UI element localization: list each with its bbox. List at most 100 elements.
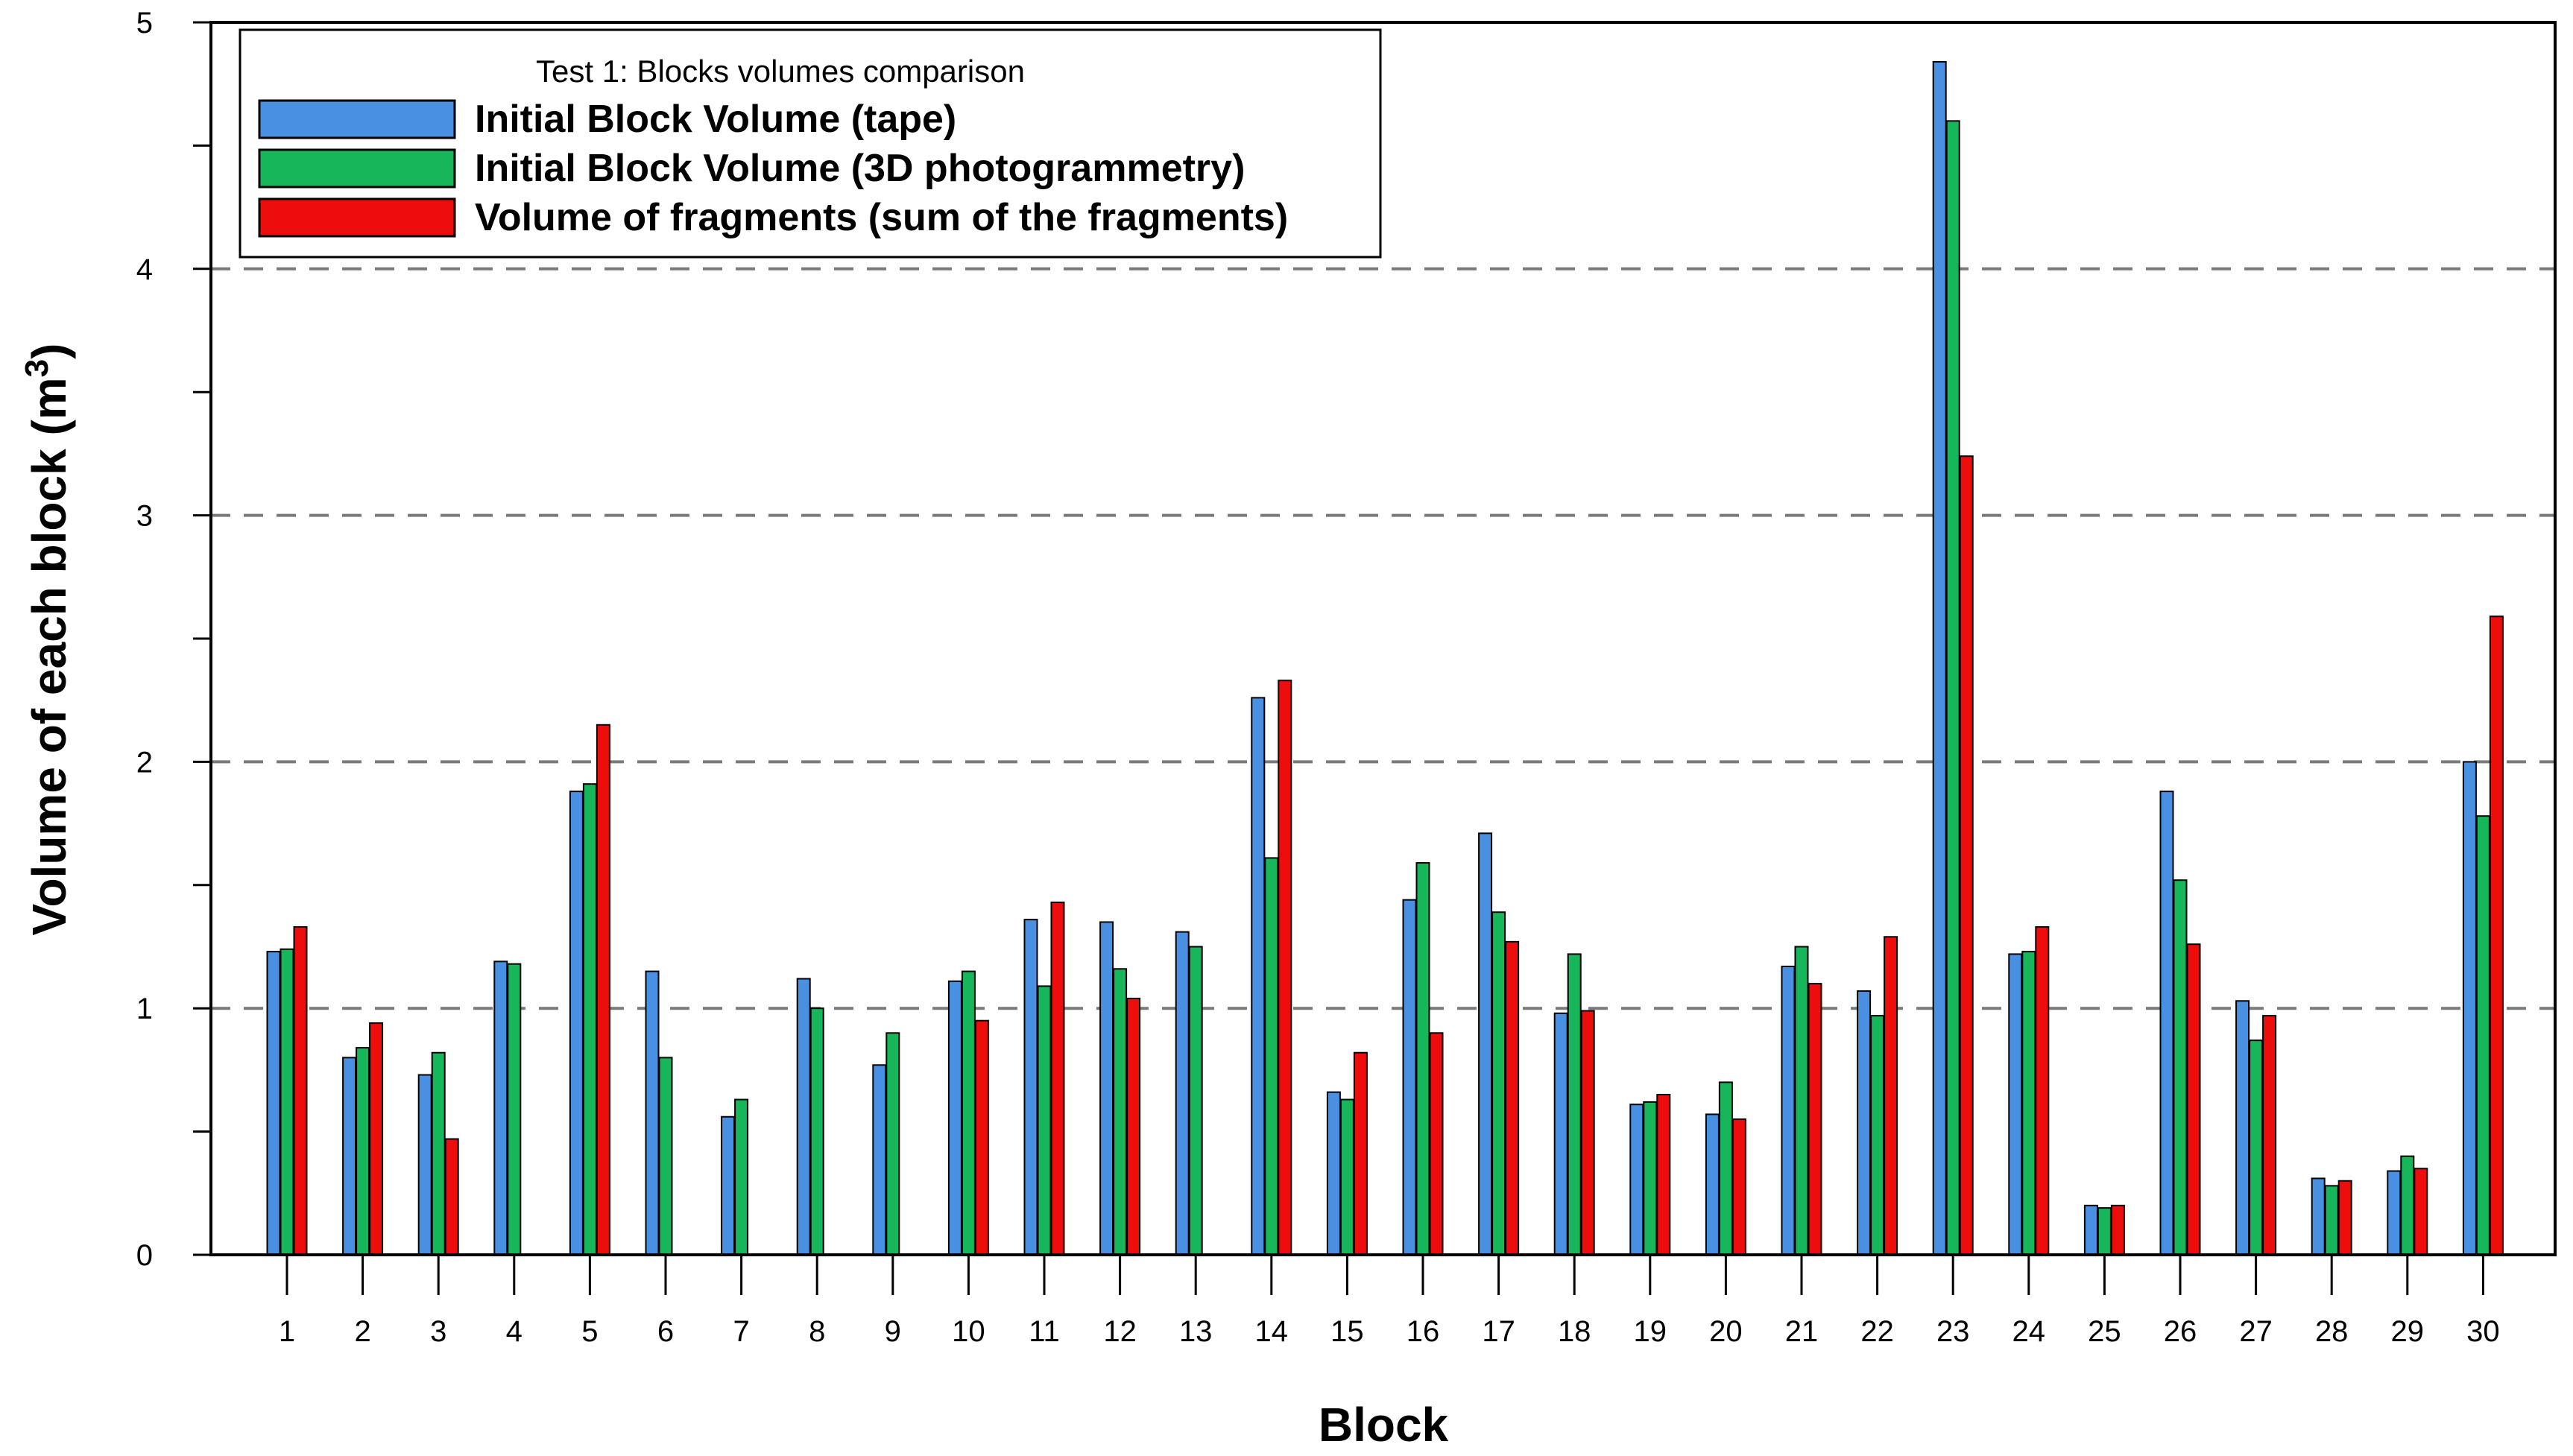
- bar-series3-block-20: [1731, 1118, 1746, 1256]
- x-tick-label: 25: [2088, 1315, 2121, 1348]
- bar-series2-block-14: [1264, 857, 1279, 1256]
- x-tick-label: 12: [1103, 1315, 1137, 1348]
- bar-series2-block-20: [1718, 1081, 1733, 1256]
- bar-series2-block-9: [885, 1032, 900, 1256]
- bar-series1-block-27: [2235, 1000, 2250, 1256]
- bar-series3-block-29: [2413, 1168, 2428, 1256]
- bar-series1-block-30: [2462, 761, 2477, 1256]
- x-tick-label: 1: [279, 1315, 295, 1348]
- x-tick-label: 4: [506, 1315, 523, 1348]
- x-tick-label: 13: [1179, 1315, 1213, 1348]
- bar-series1-block-19: [1629, 1104, 1644, 1256]
- legend-label-1: Initial Block Volume (tape): [475, 98, 956, 141]
- x-tick-label: 20: [1709, 1315, 1743, 1348]
- legend-swatch-3: [258, 197, 456, 238]
- legend-items: Initial Block Volume (tape) Initial Block…: [258, 98, 1288, 239]
- x-tick-label: 7: [733, 1315, 749, 1348]
- legend-swatch-1: [258, 99, 456, 139]
- bar-series2-block-7: [734, 1098, 749, 1256]
- bar-series2-block-24: [2021, 951, 2036, 1256]
- bar-series2-block-26: [2173, 879, 2188, 1256]
- bar-series3-block-24: [2035, 926, 2050, 1256]
- legend-title: Test 1: Blocks volumes comparison: [536, 54, 1025, 89]
- bar-series3-block-3: [444, 1138, 459, 1256]
- bar-series2-block-17: [1491, 911, 1506, 1256]
- bar-series1-block-20: [1705, 1113, 1720, 1256]
- x-tick-label: 29: [2391, 1315, 2425, 1348]
- bar-series3-block-5: [596, 724, 610, 1256]
- legend-swatch-2: [258, 148, 456, 189]
- bar-series2-block-19: [1643, 1101, 1658, 1256]
- bar-series1-block-3: [417, 1074, 432, 1256]
- x-tick-label: 9: [885, 1315, 901, 1348]
- bar-series2-block-1: [280, 948, 294, 1256]
- bar-series1-block-28: [2311, 1177, 2326, 1256]
- bar-series1-block-14: [1251, 697, 1266, 1256]
- bar-series2-block-6: [658, 1057, 673, 1256]
- bar-series2-block-5: [582, 783, 597, 1256]
- x-tick-label: 22: [1860, 1315, 1894, 1348]
- bar-series2-block-3: [431, 1051, 446, 1256]
- bar-series2-block-15: [1339, 1098, 1354, 1256]
- x-tick-label: 14: [1255, 1315, 1289, 1348]
- y-tick-label: 2: [136, 746, 153, 779]
- bar-series1-block-15: [1326, 1091, 1341, 1256]
- y-tick-label: 1: [136, 993, 153, 1025]
- gridlines: [211, 267, 2555, 1010]
- bar-series3-block-18: [1580, 1010, 1595, 1256]
- bar-series3-block-26: [2186, 943, 2201, 1256]
- bar-series2-block-11: [1037, 985, 1052, 1256]
- x-tick-label: 5: [581, 1315, 598, 1348]
- x-tick-label: 15: [1330, 1315, 1364, 1348]
- legend: Test 1: Blocks volumes comparison Initia…: [239, 28, 1382, 259]
- legend-label-2: Initial Block Volume (3D photogrammetry): [475, 147, 1245, 190]
- bar-series3-block-27: [2262, 1015, 2277, 1256]
- bar-series1-block-23: [1932, 60, 1947, 1256]
- bar-series2-block-13: [1188, 946, 1203, 1256]
- x-tick-label: 6: [657, 1315, 674, 1348]
- bar-series1-block-16: [1402, 899, 1417, 1256]
- bar-series1-block-13: [1175, 931, 1190, 1256]
- legend-box: [239, 28, 1382, 259]
- bar-series1-block-18: [1553, 1012, 1568, 1256]
- bar-series3-block-2: [369, 1022, 384, 1256]
- bar-series1-block-17: [1478, 832, 1493, 1256]
- bar-series2-block-21: [1794, 946, 1809, 1256]
- bar-series3-block-25: [2110, 1204, 2125, 1256]
- y-tick-label: 4: [136, 253, 153, 286]
- x-tick-label: 26: [2164, 1315, 2197, 1348]
- x-tick-label: 2: [354, 1315, 370, 1348]
- bar-series2-block-28: [2324, 1185, 2339, 1256]
- bar-series1-block-2: [342, 1057, 357, 1256]
- bar-series3-block-16: [1429, 1032, 1444, 1256]
- bar-series1-block-1: [266, 951, 281, 1256]
- bar-series2-block-4: [507, 963, 522, 1256]
- bar-series3-block-21: [1808, 983, 1822, 1256]
- x-tick-label: 8: [809, 1315, 825, 1348]
- bar-series1-block-21: [1781, 965, 1796, 1256]
- bar-series1-block-9: [872, 1064, 887, 1256]
- bar-series2-block-8: [809, 1007, 824, 1256]
- x-tick-label: 10: [952, 1315, 985, 1348]
- bar-series1-block-26: [2159, 791, 2174, 1256]
- bar-series3-block-10: [974, 1019, 989, 1256]
- bar-series1-block-8: [796, 978, 811, 1256]
- bar-series2-block-27: [2249, 1039, 2264, 1256]
- bar-series1-block-5: [569, 791, 584, 1256]
- bar-series1-block-29: [2387, 1170, 2402, 1256]
- bar-series3-block-23: [1959, 455, 1974, 1256]
- bar-series3-block-11: [1050, 901, 1065, 1256]
- bar-series3-block-1: [293, 926, 308, 1256]
- x-tick-label: 19: [1634, 1315, 1667, 1348]
- bar-series3-block-19: [1656, 1093, 1671, 1256]
- bar-series3-block-28: [2337, 1180, 2352, 1256]
- bar-series2-block-16: [1415, 862, 1430, 1256]
- y-axis-title-main: Volume of each block (m: [22, 377, 76, 935]
- x-tick-label: 3: [430, 1315, 446, 1348]
- bar-series2-block-25: [2097, 1207, 2112, 1256]
- bar-series3-block-14: [1278, 680, 1292, 1256]
- y-axis-title: Volume of each block (m3): [19, 344, 76, 936]
- x-axis-title: Block: [1319, 1398, 1449, 1452]
